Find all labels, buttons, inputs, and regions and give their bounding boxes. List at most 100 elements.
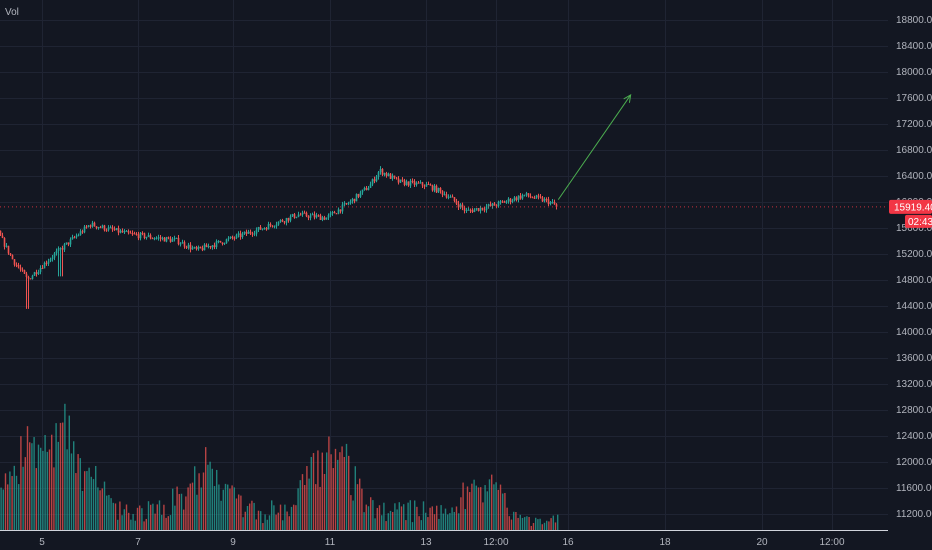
candle-body (501, 201, 504, 203)
volume-bar (55, 423, 57, 530)
price-tick-label: 17600.00 (896, 93, 932, 104)
projection-arrow-head (623, 93, 632, 103)
volume-bar (288, 516, 290, 530)
candle-body (517, 195, 520, 200)
candle-body (405, 181, 408, 185)
candle-body (333, 211, 336, 214)
candle-body (555, 204, 558, 207)
candle-body (483, 209, 486, 211)
volume-bar (376, 507, 378, 530)
volume-bar (334, 448, 337, 530)
candle-body (283, 221, 286, 223)
volume-bar (15, 475, 18, 530)
candle-body (33, 272, 36, 276)
candle-body (453, 197, 456, 202)
candle-body (81, 231, 84, 233)
candle-body (551, 201, 554, 203)
candle-body (391, 175, 394, 179)
candle-body (269, 224, 272, 226)
volume-bar (541, 524, 543, 530)
candle-body (439, 187, 442, 191)
volume-bar (18, 484, 20, 530)
candle-body (93, 222, 96, 227)
volume-bar (183, 509, 185, 530)
volume-bar (378, 505, 381, 530)
candle-body (135, 233, 138, 235)
volume-bar (464, 509, 466, 530)
price-axis[interactable]: 18800.00 18400.00 18000.00 17600.00 17200.00… (889, 15, 932, 520)
volume-bar (26, 426, 29, 530)
candle-body (173, 238, 176, 240)
volume-bar (308, 478, 310, 530)
candle-body (17, 264, 20, 268)
candle-body (407, 181, 410, 186)
volume-bar (543, 522, 546, 530)
price-tick-label: 18800.00 (896, 15, 932, 26)
candle-body (505, 201, 508, 203)
candle-body (357, 193, 360, 197)
candle-body (413, 181, 416, 185)
volume-bar (359, 478, 361, 530)
candle-body (39, 267, 42, 272)
candle-body (433, 185, 436, 191)
candle-body (469, 209, 472, 211)
candle-body (41, 267, 44, 269)
volume-bar (387, 513, 389, 530)
candle-body (151, 238, 154, 240)
volume-bar (332, 468, 334, 530)
candle-body (89, 225, 92, 227)
candle-body (441, 190, 444, 195)
candle-body (345, 203, 348, 205)
volume-bar (235, 498, 238, 530)
volume-bar (20, 436, 22, 530)
candle-body (37, 271, 40, 275)
volume-bar (385, 521, 387, 530)
volume-bar (341, 446, 343, 530)
volume-bar (502, 493, 504, 530)
volume-bar (405, 520, 407, 530)
candle-body (491, 203, 494, 206)
candle-body (201, 248, 204, 251)
volume-bar (220, 500, 222, 530)
candle-body (369, 184, 372, 188)
candle-body (11, 255, 14, 260)
candle-body (277, 221, 280, 225)
volume-bar (205, 447, 207, 530)
candle-body (355, 193, 358, 202)
volume-bar (112, 502, 114, 530)
candle-body (209, 246, 212, 248)
candle-body (489, 204, 492, 206)
volume-bar (447, 514, 449, 530)
candle-body (259, 227, 262, 230)
time-axis[interactable]: 5 7 9 11 13 12:00 16 18 20 12:00 (0, 530, 888, 549)
candle-body (9, 253, 12, 256)
candle-body (85, 226, 88, 228)
candle-body (387, 173, 390, 176)
volume-bar (110, 498, 112, 530)
candle-body (545, 199, 548, 201)
volume-bar (196, 494, 198, 530)
candle-body (377, 172, 380, 177)
candle-body (193, 247, 196, 249)
volume-bar (451, 507, 453, 530)
volume-bar (163, 504, 165, 530)
candle-body (233, 237, 236, 239)
candle-body (499, 201, 502, 203)
volume-bar (143, 521, 145, 530)
candle-body (349, 201, 352, 204)
candle-body (83, 226, 86, 233)
candle-body (415, 182, 418, 185)
volume-bar (13, 465, 15, 530)
volume-bar (128, 512, 130, 530)
volume-bar (216, 469, 218, 530)
candle-body (91, 222, 94, 227)
candle-body (55, 250, 58, 254)
candle-body (137, 234, 140, 239)
candle-body (493, 203, 496, 206)
volume-bar (244, 511, 246, 530)
volume-bar (277, 512, 279, 530)
candle-body (223, 243, 226, 245)
candle-body (431, 185, 434, 191)
